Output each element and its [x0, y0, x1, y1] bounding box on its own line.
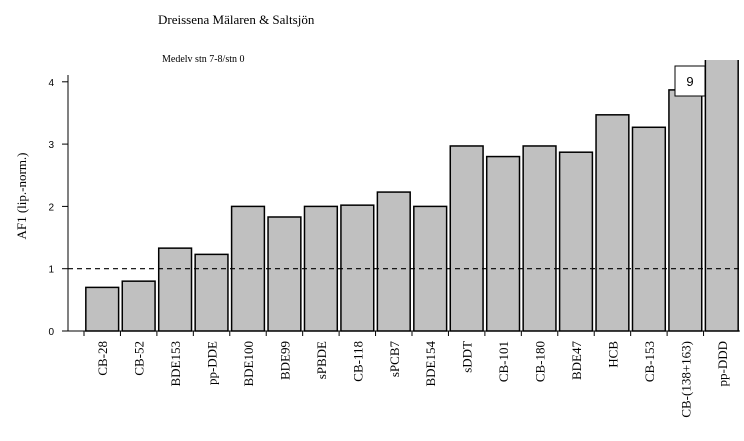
chart-subtitle: Medelv stn 7-8/stn 0 [162, 54, 245, 65]
x-tick-label: sPCB7 [387, 341, 402, 378]
x-tick-label: CB-101 [496, 341, 511, 382]
bar [631, 126, 667, 332]
x-tick-label: BDE99 [277, 341, 292, 380]
x-tick-label: BDE47 [569, 341, 584, 381]
bar [449, 145, 484, 332]
x-tick-label: BDE154 [423, 341, 438, 387]
x-tick-label: CB-28 [95, 341, 110, 376]
chart-title: Dreissena Mälaren & Saltsjön [158, 12, 315, 27]
annotation: 9 [686, 74, 693, 89]
x-tick-label: CB-118 [350, 341, 365, 382]
bar [85, 286, 120, 332]
x-tick-label: BDE100 [241, 341, 256, 387]
bar [485, 155, 521, 332]
bar [340, 204, 375, 332]
plot-area [85, 60, 739, 332]
bar [668, 89, 703, 332]
bar [558, 151, 594, 332]
bar [704, 60, 739, 332]
bar [376, 191, 411, 332]
y-tick-label: 4 [48, 78, 54, 89]
x-tick-label: pp-DDE [205, 341, 220, 385]
x-tick-label: CB-153 [642, 341, 657, 382]
y-axis-label: AF1 (lip.-norm.) [14, 152, 29, 239]
y-tick-label: 2 [48, 202, 54, 213]
x-tick-label: CB-180 [533, 341, 548, 382]
x-tick-label: sDDT [460, 341, 475, 373]
bar [267, 216, 302, 332]
y-tick-label: 1 [48, 265, 54, 276]
x-tick-label: BDE153 [168, 341, 183, 387]
bar [595, 114, 630, 332]
x-tick-label: CB-52 [132, 341, 147, 376]
y-tick-label: 3 [48, 140, 54, 151]
annotation-box [674, 65, 706, 97]
x-tick-label: HCB [605, 341, 620, 368]
bar [157, 247, 193, 332]
bar [194, 253, 229, 332]
x-tick-label: sPBDE [314, 341, 329, 379]
bar [522, 145, 557, 332]
x-tick-label: pp-DDD [715, 341, 730, 387]
x-tick-label: CB-(138+163) [678, 341, 693, 418]
y-tick-label: 0 [48, 327, 54, 338]
bar [121, 280, 156, 332]
